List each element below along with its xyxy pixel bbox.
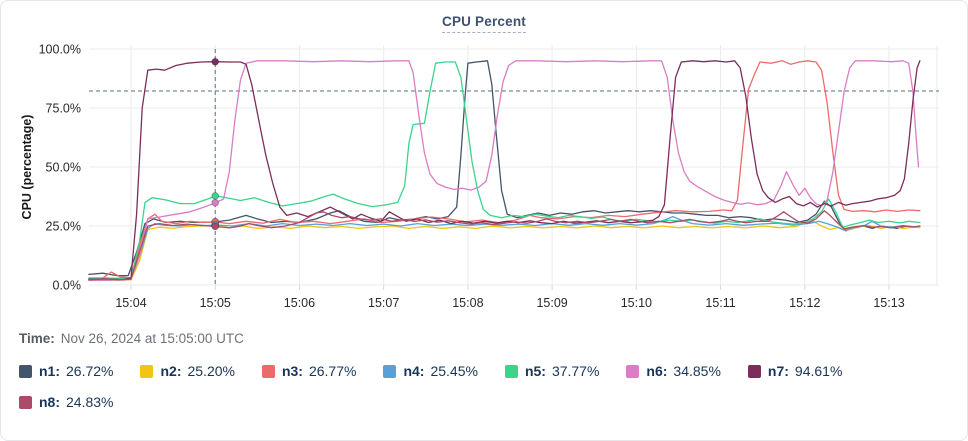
legend-item-n4[interactable]: n4: 25.45%: [383, 363, 478, 379]
legend-series-name: n5:: [524, 363, 546, 379]
legend-item-n1[interactable]: n1: 26.72%: [19, 363, 113, 379]
chart-header: CPU Percent: [1, 1, 967, 39]
x-axis-tick-labels: 15:04 15:05 15:06 15:07 15:08 15:09 15:10 15:11…: [115, 296, 904, 310]
legend-item-n7[interactable]: n7: 94.61%: [747, 363, 843, 379]
series-line-n1[interactable]: [88, 60, 921, 277]
svg-text:0.0%: 0.0%: [53, 279, 82, 293]
svg-text:15:09: 15:09: [536, 296, 567, 310]
legend-series-value: 94.61%: [794, 363, 843, 379]
legend-swatch-n1: [19, 364, 32, 378]
crosshair-marker-n7[interactable]: [211, 57, 220, 66]
series-line-n6[interactable]: [88, 60, 920, 281]
legend-swatch-n2: [140, 364, 154, 378]
legend-series-name: n1:: [39, 363, 60, 379]
series-line-n7[interactable]: [88, 60, 921, 281]
legend-swatch-n5: [504, 364, 518, 378]
y-axis-label: CPU (percentage): [20, 115, 34, 220]
legend-swatch-n7: [747, 364, 761, 378]
legend-series-name: n3:: [281, 363, 303, 379]
legend-series-name: n6:: [646, 363, 668, 379]
legend-series-name: n7:: [767, 363, 789, 379]
svg-text:15:05: 15:05: [200, 296, 231, 310]
svg-text:15:06: 15:06: [284, 296, 315, 310]
svg-text:15:04: 15:04: [115, 296, 146, 310]
svg-text:15:08: 15:08: [452, 296, 483, 310]
time-value: Nov 26, 2024 at 15:05:00 UTC: [60, 331, 244, 346]
legend-item-n8[interactable]: n8: 24.83%: [19, 394, 113, 410]
legend-series-name: n4:: [403, 363, 425, 379]
svg-text:15:12: 15:12: [789, 296, 820, 310]
legend-series-value: 26.72%: [66, 363, 114, 379]
legend-series-value: 25.45%: [430, 363, 478, 379]
svg-text:75.0%: 75.0%: [46, 102, 81, 116]
chart-plot-area[interactable]: 0.0% 25.0% 50.0% 75.0% 100.0% 15:04 15:05 15:06…: [1, 39, 968, 321]
chart-title[interactable]: CPU Percent: [442, 14, 526, 33]
crosshair-time-readout: Time: Nov 26, 2024 at 15:05:00 UTC: [19, 331, 967, 349]
x-axis-tick-marks: [130, 285, 890, 290]
legend-row-1: n1: 26.72% n2: 25.20% n3: 26.77% n4: 25.45% n5: 3…: [19, 362, 967, 380]
y-axis-tick-labels: 0.0% 25.0% 50.0% 75.0% 100.0%: [39, 43, 81, 293]
legend-series-value: 26.77%: [308, 363, 357, 379]
chart-footer: Time: Nov 26, 2024 at 15:05:00 UTC n1: 26.…: [1, 331, 967, 411]
legend-item-n6[interactable]: n6: 34.85%: [626, 363, 721, 379]
legend-swatch-n6: [626, 364, 640, 378]
time-label: Time:: [19, 331, 55, 346]
crosshair-marker-n6[interactable]: [211, 198, 220, 207]
legend-item-n5[interactable]: n5: 37.77%: [504, 363, 600, 379]
legend-series-value: 37.77%: [551, 363, 600, 379]
legend-swatch-n3: [261, 364, 275, 378]
svg-text:15:11: 15:11: [705, 296, 735, 310]
series-lines: [88, 60, 921, 281]
series-line-n8[interactable]: [88, 210, 921, 281]
svg-text:50.0%: 50.0%: [46, 161, 81, 175]
legend-series-value: 25.20%: [187, 363, 235, 379]
svg-text:15:07: 15:07: [368, 296, 399, 310]
legend-series-value: 24.83%: [66, 394, 114, 410]
legend-item-n3[interactable]: n3: 26.77%: [261, 363, 357, 379]
legend-swatch-n4: [383, 364, 397, 378]
legend-series-name: n2:: [160, 363, 182, 379]
legend-swatch-n8: [19, 395, 32, 409]
cpu-percent-line-chart[interactable]: 0.0% 25.0% 50.0% 75.0% 100.0% 15:04 15:05 15:06…: [1, 39, 968, 321]
legend-series-value: 34.85%: [673, 363, 721, 379]
legend-row-2: n8: 24.83%: [19, 393, 967, 411]
series-line-n3[interactable]: [88, 60, 921, 281]
crosshair-marker-n5[interactable]: [211, 191, 220, 200]
crosshair-markers: [211, 57, 220, 231]
series-line-n5[interactable]: [88, 61, 921, 280]
crosshair-marker-n8[interactable]: [211, 222, 220, 231]
legend-item-n2[interactable]: n2: 25.20%: [140, 363, 235, 379]
series-line-n2[interactable]: [88, 220, 921, 281]
svg-text:15:13: 15:13: [873, 296, 904, 310]
svg-text:100.0%: 100.0%: [39, 43, 81, 57]
gridlines: [89, 45, 939, 286]
svg-text:15:10: 15:10: [621, 296, 652, 310]
svg-text:25.0%: 25.0%: [46, 220, 81, 234]
legend-series-name: n8:: [39, 394, 60, 410]
